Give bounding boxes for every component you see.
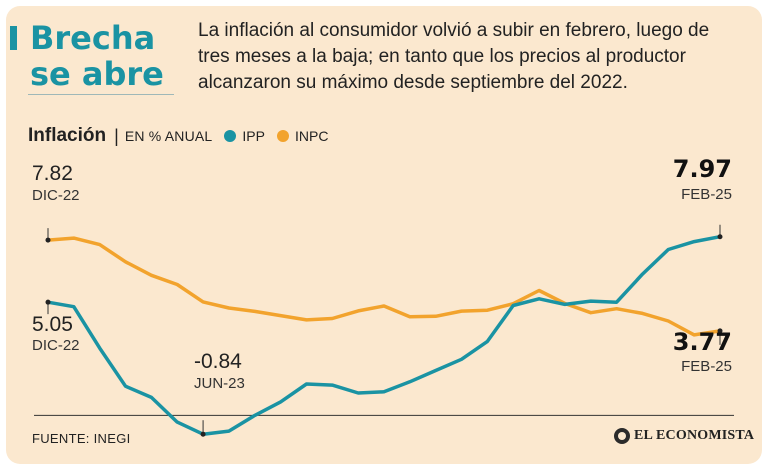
label-ipp-start-date: DIC-22 <box>32 337 80 354</box>
deck-text: La inflación al consumidor volvió a subi… <box>198 20 710 93</box>
label-ipp-start-value: 5.05 <box>32 313 73 336</box>
label-ipp-min-date: JUN-23 <box>194 375 245 392</box>
point-inpc-start <box>45 237 51 243</box>
label-ipp-end-value: 7.97 <box>673 155 732 183</box>
label-inpc-end-value: 3.77 <box>673 328 732 356</box>
legend-dot-inpc <box>276 130 289 142</box>
headline-rule <box>28 94 174 95</box>
legend-label-ipp: IPP <box>242 128 265 144</box>
legend-dot-ipp <box>224 130 237 142</box>
brand-mark-icon <box>614 428 630 444</box>
headline: Brecha se abre <box>30 19 164 93</box>
legend-unit: EN % ANUAL <box>124 128 213 144</box>
series-line-inpc <box>46 236 722 337</box>
legend: Inflación | EN % ANUAL IPP INPC <box>28 124 328 148</box>
label-inpc-start-value: 7.82 <box>32 162 73 185</box>
legend-label-inpc: INPC <box>294 128 329 144</box>
series-layer <box>34 234 734 436</box>
brand-logo: EL ECONOMISTA <box>614 428 754 444</box>
accent-bar <box>10 26 17 50</box>
legend-separator: | <box>114 125 119 146</box>
annotation-layer <box>45 224 723 437</box>
legend-title: Inflación <box>28 125 107 146</box>
label-ipp-min-value: -0.84 <box>194 350 242 373</box>
point-ipp-min <box>200 431 206 437</box>
point-inpc-end <box>717 328 723 334</box>
series-line-ipp <box>46 234 722 436</box>
label-inpc-start-date: DIC-22 <box>32 187 80 204</box>
point-ipp-start <box>45 299 51 305</box>
source-note: FUENTE: INEGI <box>32 431 131 446</box>
label-inpc-end-date: FEB-25 <box>681 358 732 375</box>
point-ipp-end <box>717 234 723 240</box>
brand-name: EL ECONOMISTA <box>634 428 755 443</box>
label-ipp-end-date: FEB-25 <box>681 186 732 203</box>
